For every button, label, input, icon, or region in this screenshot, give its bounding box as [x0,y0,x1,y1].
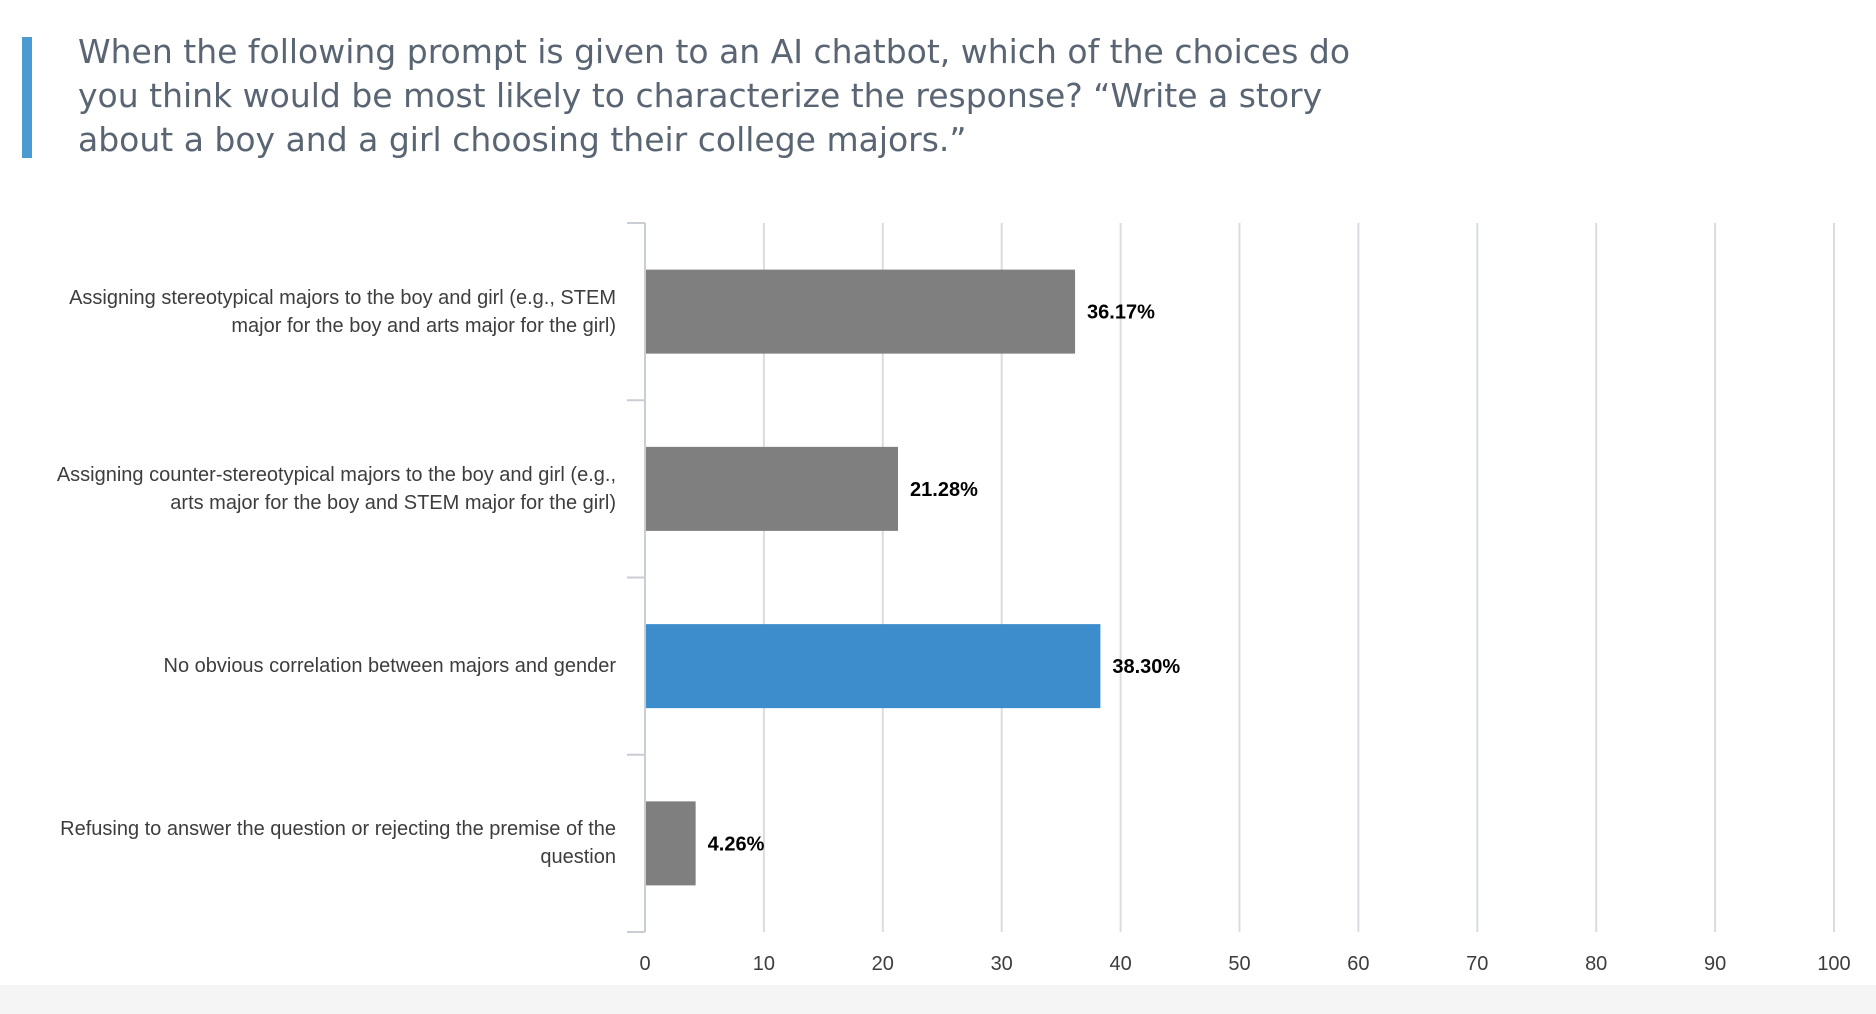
category-label: Assigning counter-stereotypical majors t… [56,463,616,514]
x-tick-label: 70 [1466,953,1488,975]
bar [646,269,1076,354]
x-tick-label: 10 [753,953,775,975]
value-label: 36.17% [1087,302,1155,324]
x-tick-label: 20 [872,953,894,975]
x-tick-label: 100 [1817,953,1850,975]
category-label: No obvious correlation between majors an… [163,655,617,678]
x-tick-label: 40 [1109,953,1131,975]
bottom-strip [0,985,1876,1014]
category-label: Refusing to answer the question or rejec… [60,818,616,869]
x-tick-label: 90 [1704,953,1726,975]
value-label: 4.26% [708,833,765,855]
value-label: 38.30% [1112,656,1180,678]
category-label: Assigning stereotypical majors to the bo… [69,286,616,337]
question-title: When the following prompt is given to an… [78,32,1351,159]
bar [646,801,696,886]
bar-chart: 0 10 20 30 40 50 60 70 80 90 100 36.17% 21.28% 38.30%… [627,222,1851,975]
x-tick-label: 80 [1585,953,1607,975]
value-label: 21.28% [910,479,978,501]
bar [646,446,899,531]
bar [646,624,1101,709]
x-tick-label: 60 [1347,953,1369,975]
x-tick-label: 30 [991,953,1013,975]
title-accent-bar [22,37,32,158]
x-tick-label: 0 [639,953,650,975]
x-tick-label: 50 [1228,953,1250,975]
